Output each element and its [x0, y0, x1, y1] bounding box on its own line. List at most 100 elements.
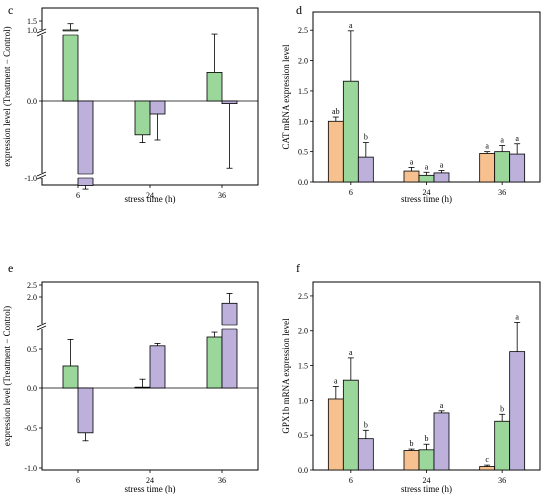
- y-tick-label: 0.5: [298, 148, 308, 157]
- y-tick-label: 0.0: [298, 466, 308, 475]
- x-tick-label: 6: [76, 191, 80, 200]
- bar: [221, 100, 238, 104]
- significance-letter: c: [485, 455, 489, 464]
- significance-letter: a: [410, 157, 414, 166]
- bar: [206, 72, 223, 102]
- y-tick-label: -0.5: [24, 424, 37, 433]
- significance-letter: a: [515, 134, 519, 143]
- significance-letter: b: [364, 133, 368, 142]
- y-tick-label: 0.5: [298, 431, 308, 440]
- significance-letter: a: [440, 160, 444, 169]
- y-axis-label: GPX1b mRNA expression level: [281, 318, 291, 434]
- axis-break-mark: [36, 31, 47, 37]
- x-axis-label: stress time (h): [401, 194, 452, 204]
- panel-letter: d: [296, 3, 302, 17]
- significance-letter: a: [425, 162, 429, 171]
- bar: [418, 174, 435, 183]
- significance-letter: a: [440, 401, 444, 410]
- y-tick-label: 1.5: [27, 17, 37, 26]
- bar: [206, 336, 223, 389]
- bar: [433, 172, 450, 183]
- axis-break-mark: [36, 171, 47, 177]
- x-tick-label: 36: [498, 476, 506, 485]
- chart-panel-e: e 2.5 2.0 0.5 0.0 -0.5 -1.0 6 24 36 stress time (h…: [0, 261, 259, 494]
- axis-break-gap: [37, 173, 47, 178]
- significance-letter: a: [349, 21, 353, 30]
- y-tick-label: 2.0: [298, 327, 308, 336]
- bar: [509, 351, 526, 471]
- panel-letter: c: [8, 3, 13, 17]
- x-tick-label: 24: [146, 191, 154, 200]
- bar: [77, 100, 94, 186]
- bar-break-band: [62, 31, 79, 35]
- y-tick-label: 1.0: [298, 117, 308, 126]
- y-tick-label: 1.0: [298, 396, 308, 405]
- y-tick-label: 2.5: [298, 292, 308, 301]
- y-axis-label: expression level (Treatment − Control): [2, 306, 12, 446]
- panel-letter: f: [296, 261, 300, 275]
- x-tick-label: 24: [146, 476, 154, 485]
- y-tick-label: 1.0: [27, 26, 37, 35]
- y-tick-label: 1.5: [298, 362, 308, 371]
- axis-break-mark: [36, 28, 47, 34]
- y-axis-label: Difference value in GPX1b mRNA: [0, 312, 1, 439]
- bar: [134, 100, 151, 136]
- y-tick-label: 2.5: [27, 281, 37, 290]
- y-axis-label: Difference value in CAT mRNA: [0, 38, 1, 155]
- axis-break-gap: [37, 324, 47, 329]
- bar: [433, 412, 450, 471]
- y-tick-label: 2.0: [27, 293, 37, 302]
- significance-letter: a: [349, 348, 353, 357]
- axis-break-mark: [36, 322, 47, 328]
- bar: [149, 100, 166, 115]
- bar: [357, 156, 374, 183]
- bar: [479, 466, 496, 471]
- chart-panel-c: c 1.51.0 0.0 -1.0 6 24 36 stress time (h) Differ…: [0, 3, 259, 204]
- bar: [62, 29, 79, 102]
- axis-break-mark: [36, 174, 47, 180]
- x-tick-label: 24: [423, 476, 431, 485]
- chart-panel-d: d 0.0 0.5 1.0 1.5 2.0 2.5 6 24 36 stress time (h) C…: [281, 3, 541, 204]
- chart-panel-f: f 0.0 0.5 1.0 1.5 2.0 2.5 6 24 36 stress time (h) G…: [281, 261, 541, 494]
- axis-break-mark: [36, 325, 47, 331]
- y-axis-label: expression level (Treatment − Control): [2, 26, 12, 166]
- bar-break-band: [77, 174, 94, 178]
- bar: [62, 365, 79, 389]
- significance-letter: b: [364, 420, 368, 429]
- x-tick-label: 6: [349, 188, 353, 197]
- x-axis-label: stress time (h): [125, 484, 176, 494]
- significance-letter: b: [500, 404, 504, 413]
- significance-letter: a: [515, 312, 519, 321]
- significance-letter: a: [485, 142, 489, 151]
- y-tick-label: 2.5: [298, 26, 308, 35]
- bar: [77, 387, 94, 434]
- y-tick-label: 0.5: [27, 345, 37, 354]
- significance-letter: b: [410, 439, 414, 448]
- bar: [221, 302, 238, 389]
- significance-letter: ab: [332, 107, 340, 116]
- x-tick-label: 6: [349, 476, 353, 485]
- significance-letter: a: [500, 136, 504, 145]
- y-tick-label: 0.0: [298, 178, 308, 187]
- bar: [494, 151, 511, 183]
- bar: [327, 398, 344, 471]
- axis-break-gap: [37, 30, 47, 35]
- y-tick-label: -1.0: [24, 174, 37, 183]
- y-axis-label: CAT mRNA expression level: [281, 44, 291, 150]
- y-tick-label: 0.0: [27, 384, 37, 393]
- bar: [418, 449, 435, 471]
- significance-letter: a: [334, 376, 338, 385]
- x-axis-label: stress time (h): [401, 484, 452, 494]
- x-axis-label: stress time (h): [125, 194, 176, 204]
- bar: [479, 153, 496, 183]
- y-tick-label: 1.5: [298, 87, 308, 96]
- bar: [134, 386, 151, 389]
- y-tick-label: -1.0: [24, 464, 37, 473]
- bar: [509, 153, 526, 183]
- x-tick-label: 36: [498, 188, 506, 197]
- bar: [342, 80, 359, 183]
- x-tick-label: 6: [76, 476, 80, 485]
- bar: [149, 345, 166, 389]
- y-tick-label: 2.0: [298, 57, 308, 66]
